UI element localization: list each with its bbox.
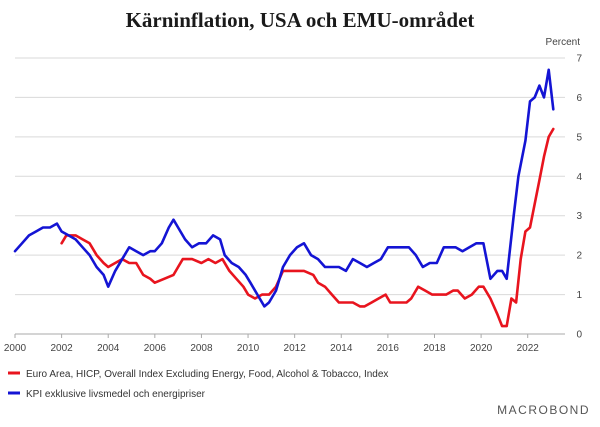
x-tick-label-2018: 2018 xyxy=(423,343,446,354)
legend-item-kpi: KPI exklusive livsmedel och energipriser xyxy=(8,389,206,400)
x-tick-label-2016: 2016 xyxy=(377,343,400,354)
x-tick-label-2010: 2010 xyxy=(237,343,260,354)
y-axis-ticks: 0 1 2 3 4 5 6 7 xyxy=(576,54,582,341)
chart-title: Kärninflation, USA och EMU-området xyxy=(126,8,475,32)
x-tick-label-2012: 2012 xyxy=(284,343,307,354)
series-layer xyxy=(13,68,555,328)
macrobond-logo: MACROBOND xyxy=(497,403,590,417)
legend-label-kpi: KPI exklusive livsmedel och energipriser xyxy=(26,389,206,400)
legend-item-euro-area: Euro Area, HICP, Overall Index Excluding… xyxy=(8,369,388,380)
legend: Euro Area, HICP, Overall Index Excluding… xyxy=(8,369,388,400)
y-tick-label-7: 7 xyxy=(576,54,582,65)
y-tick-label-5: 5 xyxy=(576,132,582,143)
x-tick-label-2014: 2014 xyxy=(330,343,353,354)
y-axis-label: Percent xyxy=(546,37,581,48)
y-tick-label-1: 1 xyxy=(576,290,582,301)
y-tick-label-3: 3 xyxy=(576,211,582,222)
x-tick-label-2004: 2004 xyxy=(97,343,120,354)
x-tick-label-2002: 2002 xyxy=(50,343,73,354)
macrobond-logo-text: MACROBOND xyxy=(497,403,590,417)
grid xyxy=(15,57,565,296)
series-line-kpi xyxy=(13,68,555,308)
x-tick-label-2022: 2022 xyxy=(517,343,540,354)
series-line-euro-area xyxy=(60,127,555,328)
legend-label-euro-area: Euro Area, HICP, Overall Index Excluding… xyxy=(26,369,388,380)
x-tick-label-2000: 2000 xyxy=(4,343,27,354)
x-tick-label-2008: 2008 xyxy=(190,343,213,354)
y-tick-label-6: 6 xyxy=(576,93,582,104)
y-tick-label-0: 0 xyxy=(576,330,582,341)
y-tick-label-2: 2 xyxy=(576,251,582,262)
x-tick-label-2006: 2006 xyxy=(144,343,167,354)
x-tick-label-2020: 2020 xyxy=(470,343,493,354)
x-axis-ticks: 2000 2002 2004 2006 2008 2010 2012 2014 2016 2018… xyxy=(4,334,539,354)
y-tick-label-4: 4 xyxy=(576,172,582,183)
